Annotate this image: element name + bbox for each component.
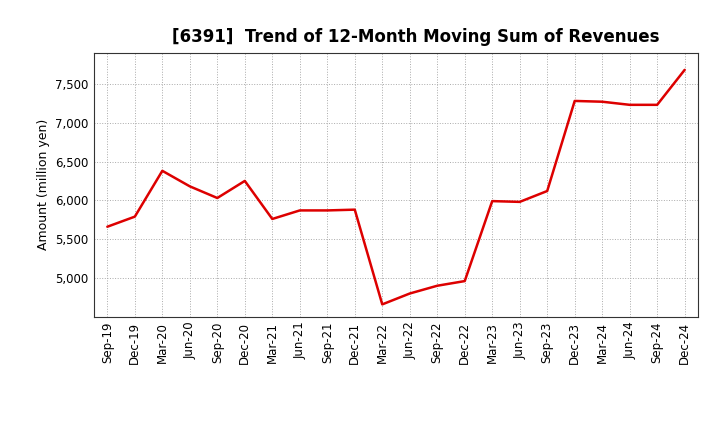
Y-axis label: Amount (million yen): Amount (million yen) <box>37 119 50 250</box>
Text: [6391]  Trend of 12-Month Moving Sum of Revenues: [6391] Trend of 12-Month Moving Sum of R… <box>172 28 660 46</box>
